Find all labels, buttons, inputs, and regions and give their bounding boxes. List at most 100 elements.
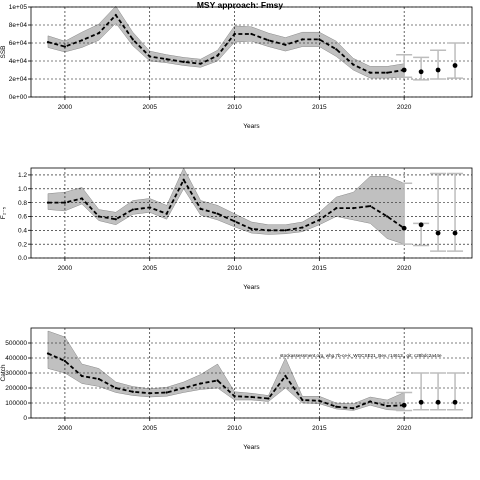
median-point	[46, 41, 50, 44]
median-point	[318, 399, 321, 402]
median-point	[165, 58, 168, 61]
prediction-point	[401, 225, 407, 231]
y-tick-label: 300000	[5, 370, 27, 377]
y-tick-label: 1e+05	[9, 4, 28, 11]
median-point	[386, 215, 389, 218]
median-point	[250, 395, 253, 399]
x-tick-label: 2015	[312, 265, 327, 272]
median-point	[301, 398, 304, 402]
x-tick-label: 2005	[142, 104, 157, 111]
median-point	[267, 39, 270, 42]
x-tick-label: 2015	[312, 104, 327, 111]
median-point	[233, 32, 236, 36]
median-point	[335, 405, 338, 408]
median-point	[386, 404, 389, 408]
median-point	[148, 206, 151, 209]
median-point	[216, 379, 219, 382]
y-tick-label: 100000	[5, 400, 27, 407]
x-tick-label: 2015	[312, 425, 327, 432]
prediction-point	[401, 402, 407, 408]
confidence-band	[47, 167, 405, 245]
median-point	[233, 220, 236, 223]
median-line	[47, 13, 405, 74]
y-tick-label: 0.8	[18, 200, 27, 207]
median-point	[267, 229, 270, 232]
median-point	[301, 226, 304, 229]
prediction-point	[452, 399, 458, 405]
median-point	[369, 204, 372, 208]
prediction-point	[452, 230, 458, 236]
panel-3: 2000 2005 2010 2015 2020 0 100000 200000 300000 4…	[0, 327, 473, 451]
median-point	[182, 386, 185, 390]
median-point	[131, 390, 134, 393]
prediction-point	[435, 230, 441, 236]
median-point	[318, 218, 321, 222]
y-axis-title: F₂₋₅	[0, 206, 7, 219]
confidence-band	[47, 5, 405, 79]
median-line	[47, 177, 405, 232]
y-tick-label: 0.6	[18, 214, 27, 221]
median-point	[182, 60, 185, 64]
median-point	[165, 391, 168, 394]
median-point	[301, 38, 304, 41]
x-tick-label: 2010	[227, 425, 242, 432]
median-point	[114, 13, 117, 17]
median-point	[97, 377, 100, 381]
x-tick-label: 2005	[142, 425, 157, 432]
median-point	[199, 62, 202, 65]
median-point	[114, 218, 117, 221]
y-tick-label: 400000	[5, 355, 27, 362]
y-tick-label: 200000	[5, 385, 27, 392]
x-tick-label: 2000	[58, 265, 73, 272]
x-tick-label: 2020	[397, 104, 412, 111]
panel-2: 2000 2005 2010 2015 2020 0.0 0.2 0.4 0.6 0.8 1.0 1.…	[0, 167, 473, 291]
median-point	[352, 207, 355, 210]
y-tick-label: 0	[23, 415, 27, 422]
median-point	[114, 386, 117, 390]
median-point	[369, 400, 372, 403]
y-tick-label: 8e+04	[9, 22, 28, 29]
y-tick-label: 0.0	[18, 255, 27, 262]
median-point	[63, 201, 67, 204]
y-tick-label: 0e+00	[9, 94, 28, 101]
y-tick-label: 2e+04	[9, 76, 28, 83]
x-tick-label: 2010	[227, 265, 242, 272]
median-point	[335, 207, 338, 210]
median-point	[131, 208, 134, 211]
prediction-point	[435, 67, 441, 73]
median-point	[267, 397, 270, 400]
x-tick-label: 2020	[397, 425, 412, 432]
median-point	[284, 229, 287, 232]
x-tick-label: 2000	[58, 104, 73, 111]
median-point	[63, 45, 67, 48]
median-point	[148, 392, 151, 395]
median-point	[216, 54, 219, 57]
median-point	[216, 212, 219, 215]
median-point	[369, 71, 372, 74]
y-tick-label: 0.4	[18, 228, 27, 235]
median-point	[131, 38, 134, 41]
median-point	[182, 178, 185, 181]
x-tick-label: 2005	[142, 265, 157, 272]
y-axis-title: Catch	[0, 364, 7, 381]
plot-frame	[30, 6, 473, 98]
median-point	[352, 407, 355, 410]
median-point	[318, 38, 321, 41]
confidence-band	[47, 330, 405, 411]
median-line	[47, 352, 405, 410]
chart-panels: 2000 2005 2010 2015 2020 0e+00 2e+04 4e+04 6e+04…	[0, 4, 473, 451]
median-point	[284, 43, 287, 46]
median-point	[148, 55, 151, 58]
y-tick-label: 6e+04	[9, 40, 28, 47]
median-point	[165, 212, 168, 215]
median-point	[80, 197, 83, 200]
median-point	[335, 48, 338, 51]
prediction-point	[418, 222, 424, 228]
median-point	[352, 63, 355, 66]
y-tick-label: 4e+04	[9, 58, 28, 65]
assessment-annotation: stockassessment.org, whg.7b-ce-k_WGCSE21…	[280, 353, 442, 358]
median-point	[199, 207, 202, 210]
prediction-point	[418, 399, 424, 405]
median-point	[80, 374, 83, 378]
